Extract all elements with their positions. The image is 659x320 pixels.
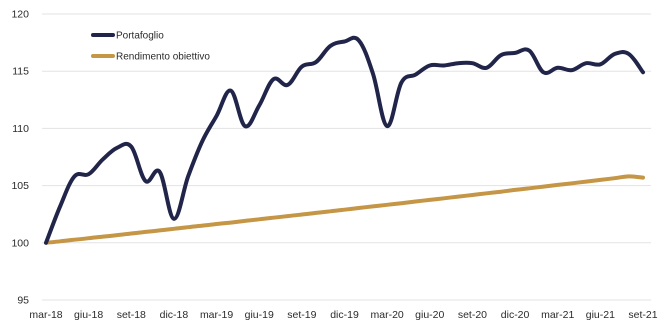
x-tick-label: mar-21	[541, 309, 574, 320]
x-tick-label: giu-21	[586, 309, 615, 320]
x-tick-label: giu-20	[415, 309, 444, 320]
legend: Portafoglio Rendimento obiettivo	[91, 31, 210, 63]
x-tick-label: set-21	[628, 309, 657, 320]
y-tick-label: 110	[12, 123, 29, 135]
legend-label-rendimento-obiettivo: Rendimento obiettivo	[116, 52, 210, 63]
x-tick-label: set-19	[287, 309, 316, 320]
series-lines	[44, 35, 645, 245]
x-tick-label: set-18	[117, 309, 146, 320]
series-line-portafoglio	[44, 35, 645, 245]
y-axis: 95 100 105 110 115 120	[11, 9, 29, 307]
x-tick-label: giu-19	[245, 309, 274, 320]
x-tick-label: mar-19	[200, 309, 233, 320]
y-tick-label: 115	[12, 66, 29, 78]
x-axis: mar-18 giu-18 set-18 dic-18 mar-19 giu-19 set-…	[29, 309, 657, 320]
x-tick-label: mar-18	[29, 309, 62, 320]
y-tick-label: 100	[11, 237, 29, 249]
x-tick-label: dic-19	[330, 309, 359, 320]
x-tick-label: mar-20	[371, 309, 404, 320]
series-line-rendimento-obiettivo	[44, 174, 645, 245]
x-tick-label: dic-20	[501, 309, 530, 320]
y-tick-label: 105	[11, 180, 29, 192]
x-tick-label: dic-18	[160, 309, 189, 320]
x-tick-label: set-20	[458, 309, 487, 320]
y-tick-label: 95	[17, 295, 29, 307]
legend-label-portafoglio: Portafoglio	[116, 31, 164, 42]
y-tick-label: 120	[11, 9, 29, 21]
grid-lines	[42, 13, 651, 301]
x-tick-label: giu-18	[74, 309, 103, 320]
